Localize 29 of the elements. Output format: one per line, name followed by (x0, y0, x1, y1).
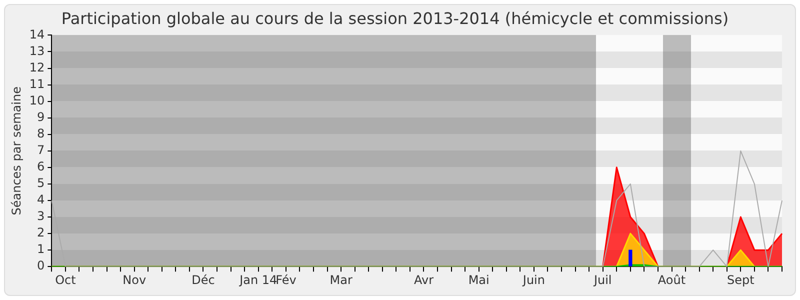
y-tick-label: 11 (29, 76, 45, 91)
y-tick-label: 5 (37, 176, 45, 190)
y-tick-label: 8 (37, 126, 45, 140)
x-tick-label: Août (658, 272, 686, 287)
y-tick-label: 7 (37, 143, 45, 158)
x-tick-label: Déc (192, 272, 215, 287)
y-tick-label: 0 (37, 258, 45, 273)
x-tick-label: Fév (276, 272, 296, 287)
x-tick-label: Sept (726, 272, 755, 287)
x-tick-label: Juil (592, 272, 612, 287)
chart-title: Participation globale au cours de la session 2013-2014 (hémicycle et commissions) (61, 8, 729, 28)
y-tick-label: 10 (29, 93, 45, 108)
x-tick-label: Mar (330, 272, 352, 287)
y-tick-label: 9 (37, 110, 45, 124)
x-tick-label: Mai (468, 272, 490, 287)
y-tick-label: 13 (29, 44, 45, 58)
y-tick-label: 14 (29, 27, 45, 42)
x-tick-label: Jan 14 (238, 272, 278, 287)
x-tick-label: Oct (55, 272, 76, 287)
y-tick-label: 4 (37, 192, 45, 207)
x-tick-label: Nov (122, 272, 146, 287)
y-tick-label: 6 (37, 160, 45, 174)
y-tick-label: 12 (29, 60, 45, 74)
y-tick-label: 1 (37, 242, 45, 256)
y-tick-label: 3 (37, 209, 45, 224)
x-tick-label: Juin (522, 272, 546, 287)
y-tick-label: 2 (37, 226, 45, 240)
x-tick-label: Avr (414, 272, 434, 287)
y-axis-title: Séances par semaine (9, 86, 24, 216)
